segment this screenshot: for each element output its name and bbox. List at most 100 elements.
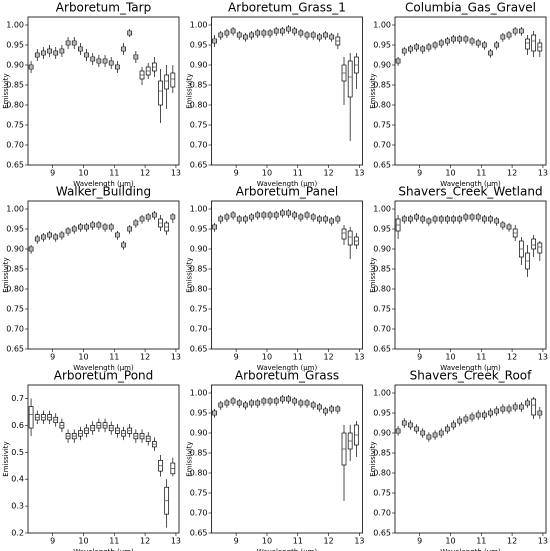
x-tick-label: 11 — [109, 169, 119, 178]
x-tick-label: 12 — [140, 537, 150, 546]
plot-frame — [27, 384, 180, 534]
box — [531, 34, 537, 52]
y-axis-label: Emissivity — [2, 73, 10, 108]
y-tick-label: 0.80 — [373, 101, 391, 110]
y-tick-label: 0.90 — [373, 61, 391, 70]
x-tick-label: 12 — [140, 353, 150, 362]
y-tick-label: 0.85 — [373, 449, 391, 458]
x-axis-label: Wavelength (μm) — [257, 364, 318, 372]
x-tick-label: 13 — [171, 169, 181, 178]
x-tick-label: 13 — [354, 537, 364, 546]
x-tick-label: 10 — [262, 353, 272, 362]
y-tick-label: 0.95 — [373, 409, 391, 418]
x-tick-label: 10 — [445, 353, 455, 362]
x-axis-label: Wavelength (μm) — [257, 548, 318, 551]
panel-title: Arboretum_Pond — [54, 369, 154, 383]
y-tick-label: 0.3 — [11, 502, 24, 511]
x-tick-label: 10 — [262, 169, 272, 178]
x-tick-label: 10 — [445, 169, 455, 178]
x-tick-label: 13 — [538, 169, 548, 178]
x-axis-label: Wavelength (μm) — [73, 364, 134, 372]
x-tick-label: 13 — [354, 169, 364, 178]
x-tick-label: 13 — [538, 353, 548, 362]
x-axis-label: Wavelength (μm) — [73, 548, 134, 551]
x-tick-label: 11 — [476, 537, 486, 546]
panel-title: Arboretum_Panel — [236, 185, 339, 199]
box — [164, 74, 170, 90]
y-tick-label: 1.00 — [190, 21, 208, 30]
y-tick-label: 0.90 — [373, 429, 391, 438]
y-tick-label: 0.7 — [11, 394, 24, 403]
plot-frame — [27, 16, 180, 166]
y-tick-label: 0.65 — [190, 529, 208, 538]
x-axis-label: Wavelength (μm) — [440, 548, 501, 551]
panel-title: Arboretum_Tarp — [56, 1, 151, 15]
y-axis-label: Emissivity — [2, 441, 10, 476]
y-tick-label: 0.70 — [373, 509, 391, 518]
y-tick-label: 0.75 — [6, 305, 24, 314]
y-axis-label: Emissivity — [369, 257, 377, 292]
y-tick-label: 0.65 — [190, 345, 208, 354]
x-tick-label: 11 — [293, 169, 303, 178]
y-tick-label: 0.90 — [190, 245, 208, 254]
y-tick-label: 0.70 — [373, 325, 391, 334]
x-tick-label: 9 — [234, 169, 239, 178]
x-tick-label: 10 — [262, 537, 272, 546]
box — [347, 60, 353, 98]
x-tick-label: 9 — [234, 353, 239, 362]
y-tick-label: 0.75 — [373, 489, 391, 498]
y-tick-label: 1.00 — [6, 21, 24, 30]
y-tick-label: 0.65 — [373, 529, 391, 538]
plot-frame — [394, 200, 547, 350]
box — [531, 398, 537, 416]
y-tick-label: 0.85 — [190, 81, 208, 90]
panel: Arboretum_Panel Wavelength (μm) Emissivity… — [186, 185, 365, 373]
y-tick-label: 0.80 — [190, 101, 208, 110]
x-tick-label: 11 — [476, 353, 486, 362]
x-tick-label: 10 — [78, 537, 88, 546]
box — [170, 72, 176, 88]
box — [158, 80, 163, 106]
y-tick-label: 0.85 — [190, 265, 208, 274]
y-tick-label: 0.95 — [190, 41, 208, 50]
plot-frame — [211, 384, 363, 534]
y-axis-label: Emissivity — [186, 441, 194, 476]
x-axis-label: Wavelength (μm) — [257, 180, 318, 188]
y-tick-label: 0.70 — [6, 141, 24, 150]
plot-frame — [27, 200, 180, 350]
y-tick-label: 0.85 — [190, 449, 208, 458]
x-axis-label: Wavelength (μm) — [440, 180, 501, 188]
y-tick-label: 1.00 — [190, 205, 208, 214]
plot-frame — [211, 16, 363, 166]
y-tick-label: 0.75 — [373, 305, 391, 314]
y-tick-label: 0.80 — [190, 285, 208, 294]
y-tick-label: 0.70 — [6, 325, 24, 334]
panel-title: Shavers_Creek_Wetland — [398, 185, 542, 199]
y-tick-label: 0.95 — [6, 41, 24, 50]
x-tick-label: 12 — [507, 537, 517, 546]
x-tick-label: 13 — [171, 353, 181, 362]
y-tick-label: 1.00 — [190, 389, 208, 398]
panel: Shavers_Creek_Roof Wavelength (μm) Emissiv… — [369, 369, 548, 551]
y-tick-label: 0.85 — [373, 265, 391, 274]
y-tick-label: 0.95 — [373, 225, 391, 234]
y-tick-label: 0.85 — [6, 81, 24, 90]
box — [525, 38, 530, 50]
y-tick-label: 0.80 — [6, 101, 24, 110]
x-tick-label: 11 — [476, 169, 486, 178]
x-tick-label: 9 — [417, 353, 422, 362]
x-tick-label: 12 — [324, 537, 334, 546]
y-tick-label: 0.70 — [190, 509, 208, 518]
panel-title: Shavers_Creek_Roof — [410, 369, 532, 383]
x-tick-label: 10 — [445, 537, 455, 546]
panel: Arboretum_Pond Wavelength (μm) Emissivity 0… — [2, 369, 181, 551]
box — [28, 406, 34, 429]
y-tick-label: 0.85 — [373, 81, 391, 90]
y-tick-label: 0.80 — [373, 285, 391, 294]
y-tick-label: 0.75 — [190, 305, 208, 314]
y-tick-label: 1.00 — [6, 205, 24, 214]
x-tick-label: 9 — [50, 169, 55, 178]
panel-title: Arboretum_Grass — [235, 369, 339, 383]
